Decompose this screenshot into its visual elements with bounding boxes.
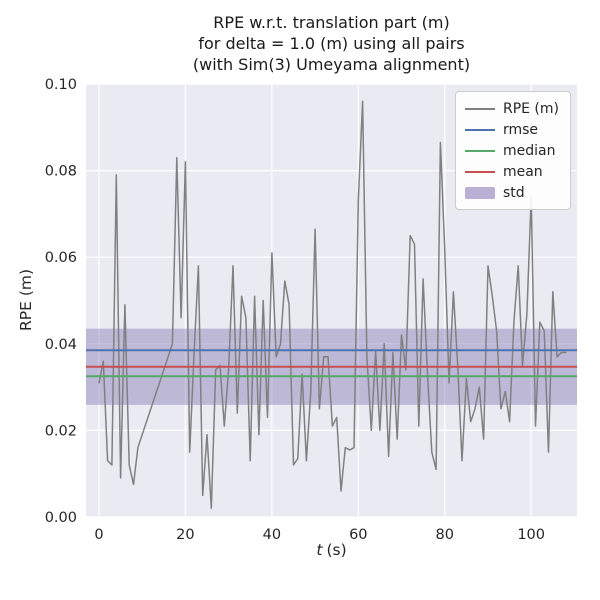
legend-swatch-line [464,170,495,173]
legend-item-rmse: rmse [464,119,559,140]
chart-title-line-3: (with Sim(3) Umeyama alignment) [192,55,471,74]
chart-title: RPE w.r.t. translation part (m) for delt… [86,12,577,75]
x-axis-label-unit: (s) [326,541,347,559]
legend-label: mean [502,163,543,180]
legend: RPE (m) rmse median mean std [454,91,571,210]
x-axis-label-variable: t [316,541,323,559]
legend-swatch-line [464,107,495,110]
legend-swatch-patch [464,186,495,199]
legend-item-mean: mean [464,161,559,182]
rpe-line [98,100,567,510]
y-tick-label: 0.06 [45,250,77,266]
y-tick-label: 0.00 [45,510,77,526]
legend-label: median [502,142,556,159]
legend-item-std: std [464,182,559,203]
legend-swatch-line [464,149,495,152]
y-tick-label: 0.10 [45,77,77,93]
chart-title-line-1: RPE w.r.t. translation part (m) [213,13,450,32]
y-tick-label: 0.08 [45,164,77,180]
x-tick-label: 20 [176,527,194,543]
legend-label: rmse [502,121,539,138]
legend-item-rpe-m: RPE (m) [464,98,559,119]
x-tick-label: 0 [94,527,103,543]
x-tick-label: 60 [349,527,367,543]
x-tick-label: 40 [263,527,281,543]
y-axis-label: RPE (m) [17,268,35,332]
y-tick-label: 0.04 [45,337,77,353]
chart-title-line-2: for delta = 1.0 (m) using all pairs [198,34,465,53]
y-tick-label: 0.02 [45,423,77,439]
x-axis-label: t (s) [86,541,577,559]
legend-label: std [502,184,525,201]
legend-label: RPE (m) [502,100,559,117]
x-tick-label: 100 [517,527,545,543]
legend-item-median: median [464,140,559,161]
legend-swatch-line [464,128,495,131]
x-tick-label: 80 [436,527,454,543]
